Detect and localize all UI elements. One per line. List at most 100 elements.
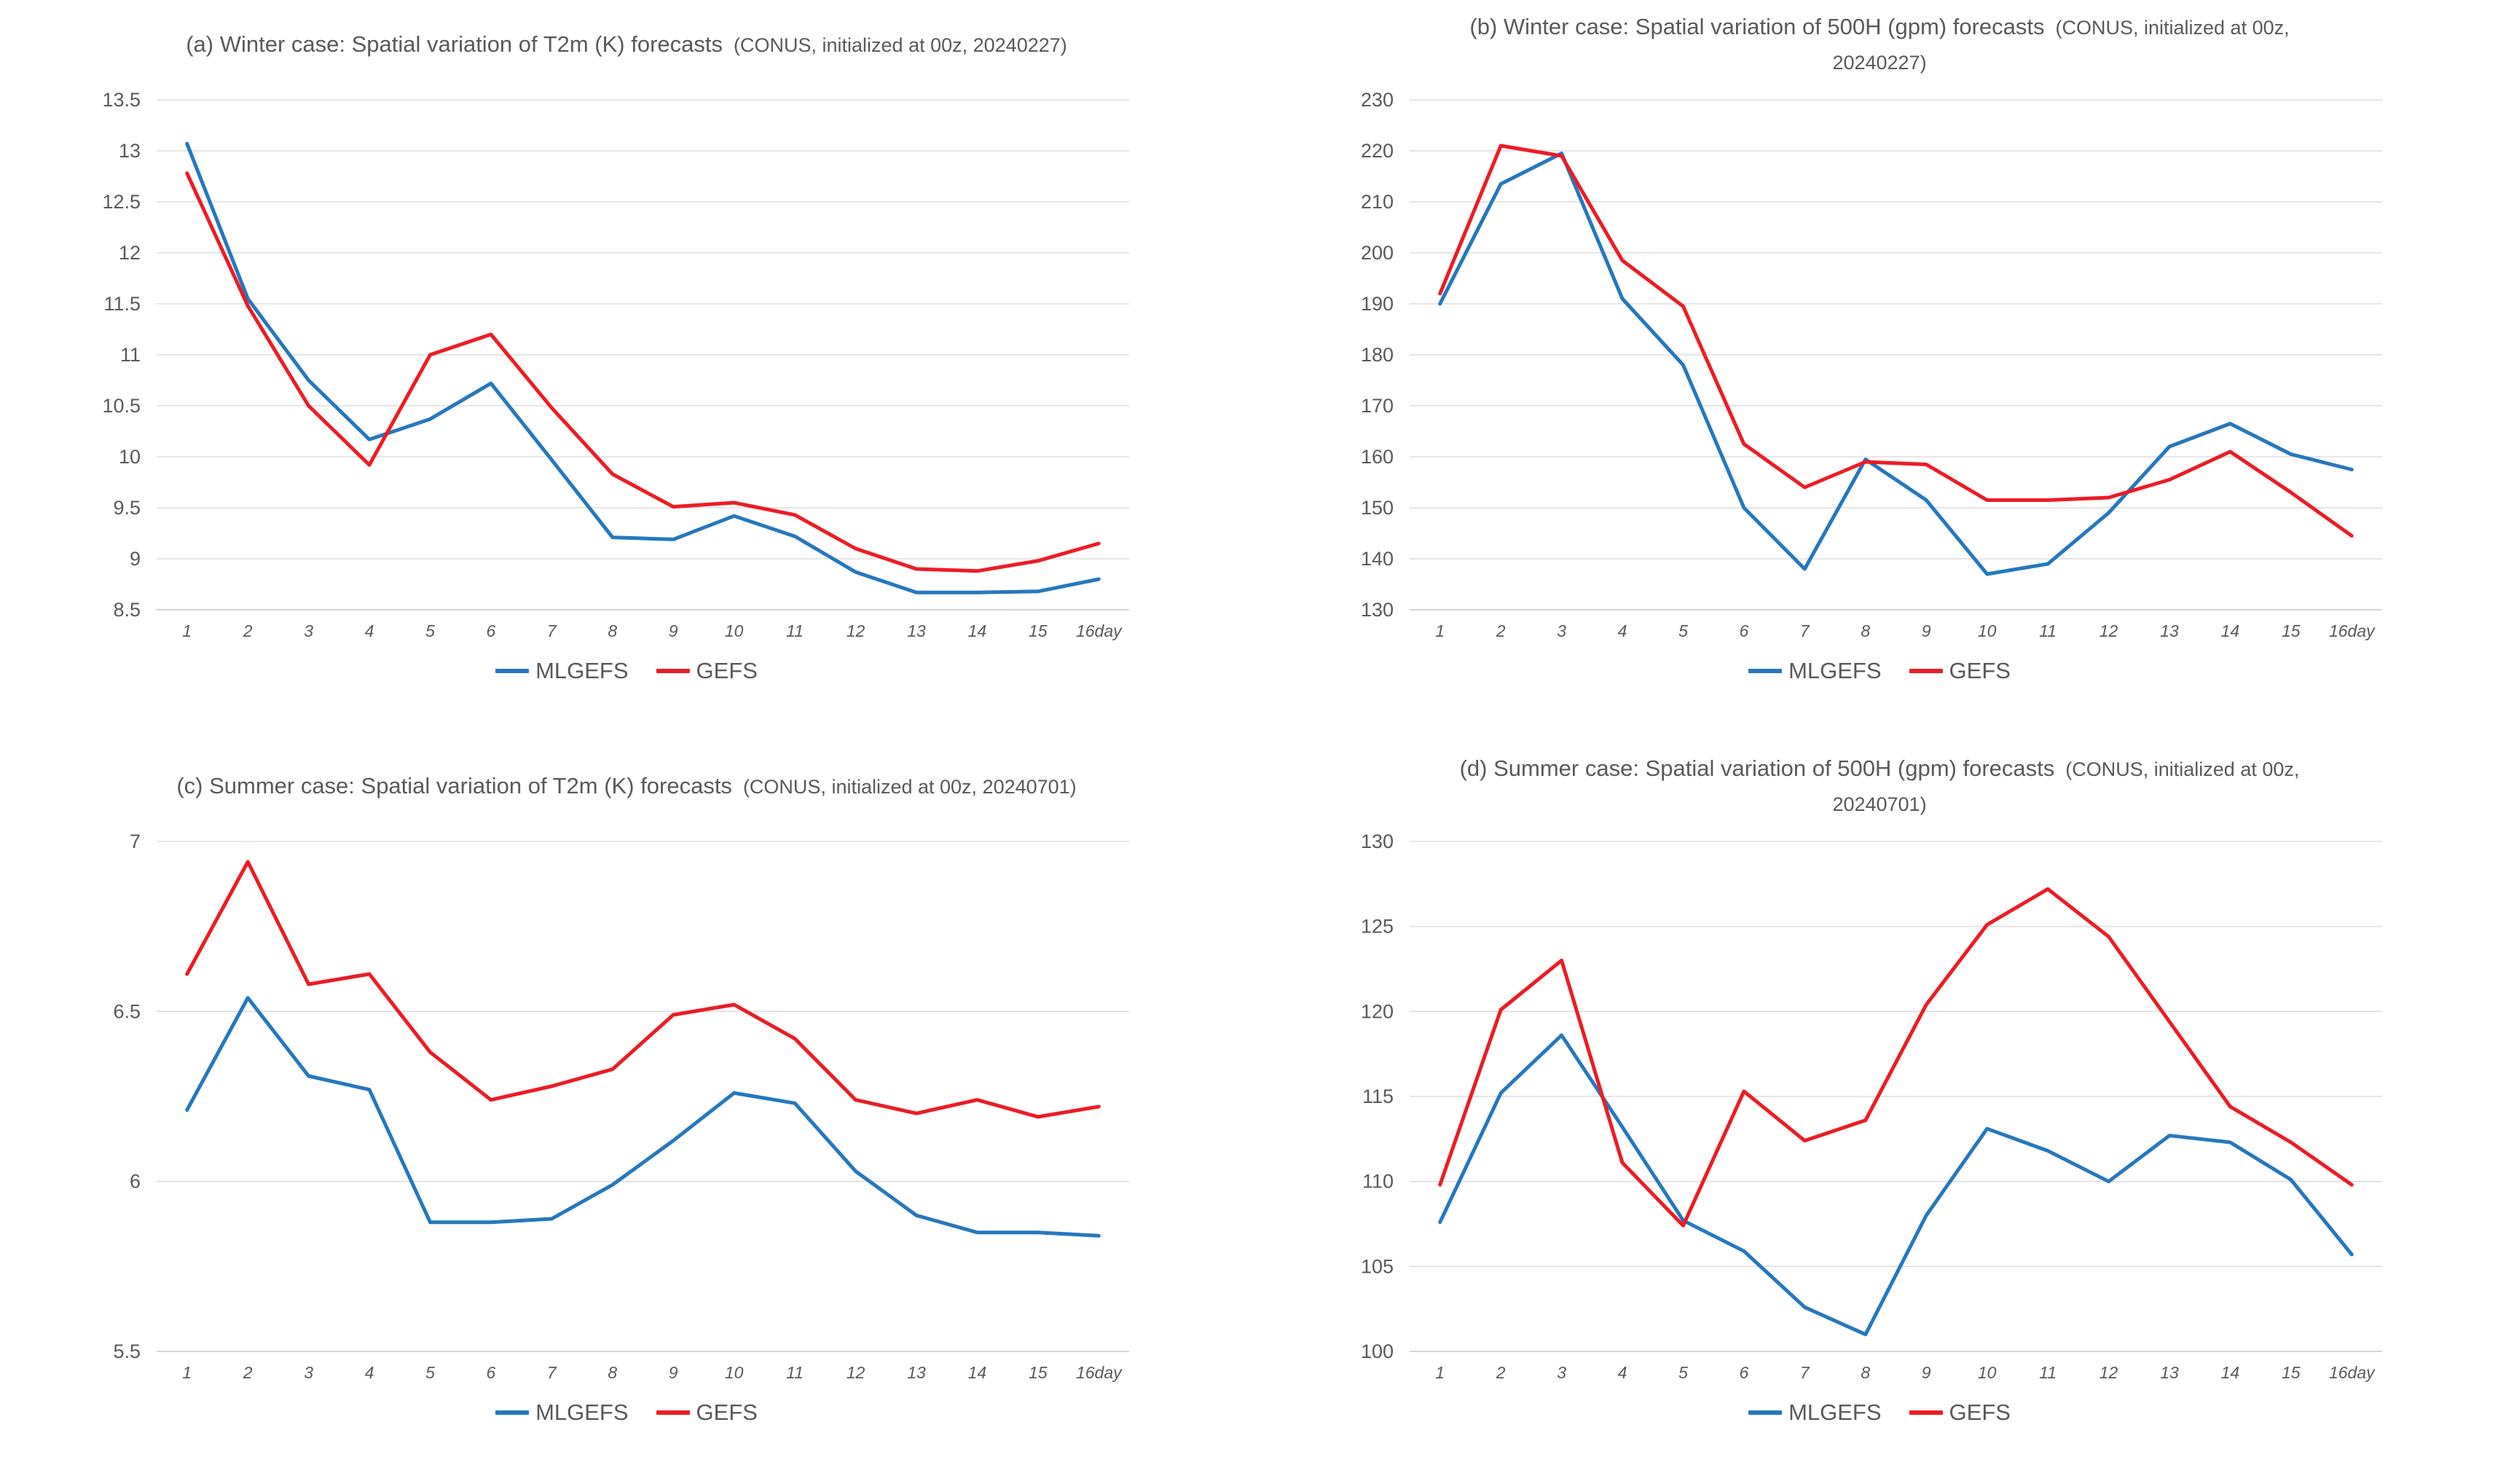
chart-b-y-tick-label: 140 [1361, 548, 1394, 570]
chart-d-title-segment: (d) Summer case: Spatial variation of 50… [1459, 755, 2055, 781]
chart-a-legend-item-gefs: GEFS [656, 658, 758, 684]
chart-a-title-segment: (a) Winter case: Spatial variation of T2… [186, 31, 723, 57]
chart-c-x-tick-label: 4 [365, 1363, 374, 1382]
chart-panel-d: (d) Summer case: Spatial variation of 50… [1253, 742, 2506, 1484]
gefs-legend-dash-icon [656, 1410, 690, 1415]
chart-d-series-mlgefs-line [1438, 1033, 2354, 1337]
chart-b-y-tick-label: 200 [1361, 242, 1394, 264]
chart-c-legend: MLGEFS GEFS [0, 1393, 1253, 1432]
chart-a-x-tick-label: 2 [243, 621, 253, 640]
chart-a-x-tick-label: 8 [608, 621, 617, 640]
chart-b-x-tick-label: 4 [1618, 621, 1627, 640]
chart-b-series-gefs-line [1438, 144, 2354, 538]
chart-a-x-tick-label: 11 [786, 621, 804, 640]
legend-label-mlgefs: MLGEFS [1788, 658, 1882, 683]
chart-panel-a: (a) Winter case: Spatial variation of T2… [0, 0, 1253, 742]
chart-d-y-tick-label: 105 [1361, 1255, 1394, 1277]
chart-d-x-tick-label: 11 [2039, 1363, 2057, 1382]
legend-label-mlgefs: MLGEFS [1788, 1399, 1882, 1425]
chart-d-legend-item-gefs: GEFS [1909, 1399, 2011, 1426]
chart-b-legend: MLGEFS GEFS [1253, 651, 2506, 691]
chart-d-x-tick-label: 1 [1435, 1363, 1445, 1382]
chart-a-x-tick-label: 1 [182, 621, 192, 640]
chart-a-x-tick-label: 5 [425, 621, 435, 640]
chart-c-plot: 76.565.51 2 3 4 5 6 7 8 9 10 11 12 13 14 15 16day [113, 831, 1129, 1382]
mlgefs-legend-dash-icon [1748, 1410, 1783, 1415]
chart-c-x-tick-label: 8 [608, 1363, 617, 1382]
chart-a-x-tick-label: 6 [487, 621, 496, 640]
chart-b-x-tick-label: 11 [2039, 621, 2057, 640]
legend-label-mlgefs: MLGEFS [535, 658, 629, 683]
chart-c-x-tick-label: 2 [243, 1363, 253, 1382]
chart-b-title-line-1: (b) Winter case: Spatial variation of 50… [1469, 9, 2289, 44]
legend-label-mlgefs: MLGEFS [535, 1399, 629, 1425]
chart-d-x-tick-label: 5 [1678, 1363, 1688, 1382]
chart-b-x-tick-label: 9 [1922, 621, 1931, 640]
chart-b-y-tick-label: 150 [1361, 497, 1394, 519]
chart-c-x-tick-label: 10 [725, 1363, 744, 1382]
chart-d-x-tick-label: 3 [1557, 1363, 1566, 1382]
chart-c-title-line-1: (c) Summer case: Spatial variation of T2… [176, 769, 1076, 804]
chart-d-y-tick-label: 110 [1362, 1171, 1394, 1193]
chart-c-y-tick-label: 6 [130, 1171, 141, 1193]
chart-a-x-tick-label: 15 [1029, 621, 1048, 640]
chart-d-y-tick-label: 125 [1361, 916, 1394, 938]
mlgefs-legend-dash-icon [1748, 669, 1783, 673]
chart-a-y-tick-label: 10 [119, 446, 141, 468]
chart-b-title-segment: 20240227) [1832, 52, 1927, 74]
chart-c-x-tick-label: 13 [907, 1363, 926, 1382]
chart-c-x-tick-label: 16day [1076, 1363, 1123, 1382]
chart-d-x-tick-label: 7 [1800, 1363, 1810, 1382]
chart-d-x-tick-label: 4 [1618, 1363, 1627, 1382]
chart-a-y-tick-label: 12.5 [102, 191, 141, 213]
chart-d-y-tick-label: 130 [1361, 831, 1394, 852]
chart-a-x-tick-label: 10 [725, 621, 744, 640]
chart-c-x-tick-label: 6 [487, 1363, 496, 1382]
chart-c-x-tick-label: 5 [425, 1363, 435, 1382]
chart-a-y-tick-label: 11 [120, 344, 141, 366]
chart-c-x-tick-label: 3 [304, 1363, 313, 1382]
chart-b-series-mlgefs-line [1438, 152, 2354, 576]
chart-b-x-tick-label: 5 [1678, 621, 1688, 640]
chart-a-y-tick-label: 12 [119, 242, 141, 264]
chart-d-x-tick-label: 16day [2329, 1363, 2376, 1382]
chart-b-y-tick-label: 180 [1361, 344, 1394, 366]
chart-a-y-tick-label: 9.5 [113, 497, 141, 519]
chart-a-series-gefs-line [185, 171, 1101, 573]
chart-b-y-tick-label: 190 [1361, 293, 1394, 315]
chart-a-title-segment: (CONUS, initialized at 00z, 20240227) [723, 34, 1067, 56]
chart-d-x-tick-label: 9 [1922, 1363, 1931, 1382]
chart-a-series-mlgefs-line [185, 141, 1101, 594]
legend-label-gefs: GEFS [1949, 1399, 2011, 1425]
chart-d-x-tick-label: 2 [1496, 1363, 1506, 1382]
chart-a-y-tick-label: 11.5 [103, 293, 141, 315]
chart-d-y-tick-label: 100 [1361, 1340, 1394, 1362]
chart-b-x-tick-label: 7 [1800, 621, 1810, 640]
chart-c-x-tick-label: 1 [182, 1363, 192, 1382]
chart-d-y-tick-label: 120 [1361, 1000, 1394, 1022]
chart-c-series-mlgefs-line [185, 996, 1101, 1238]
chart-a-x-tick-label: 13 [907, 621, 926, 640]
chart-d-legend-item-mlgefs: MLGEFS [1748, 1399, 1882, 1426]
chart-b-title: (b) Winter case: Spatial variation of 50… [1253, 0, 2506, 89]
chart-c-title-segment: (CONUS, initialized at 00z, 20240701) [731, 775, 1077, 798]
chart-d-title-line-2: 20240701) [1832, 786, 1926, 821]
chart-c-legend-item-mlgefs: MLGEFS [495, 1399, 629, 1426]
legend-label-gefs: GEFS [696, 1399, 758, 1425]
chart-b-legend-item-gefs: GEFS [1909, 658, 2011, 684]
chart-d-x-tick-label: 13 [2160, 1363, 2179, 1382]
chart-c-x-tick-label: 15 [1029, 1363, 1048, 1382]
mlgefs-legend-dash-icon [495, 1410, 530, 1415]
gefs-legend-dash-icon [656, 669, 690, 673]
chart-a-x-tick-label: 16day [1076, 621, 1123, 640]
chart-d-x-tick-label: 8 [1861, 1363, 1870, 1382]
chart-d-title-segment: (CONUS, initialized at 00z, [2054, 758, 2300, 780]
chart-d-x-tick-label: 14 [2221, 1363, 2240, 1382]
chart-c-x-tick-label: 9 [669, 1363, 678, 1382]
gefs-legend-dash-icon [1909, 669, 1943, 673]
chart-b-y-tick-label: 130 [1361, 599, 1394, 621]
chart-d-y-tick-label: 115 [1362, 1085, 1394, 1107]
chart-c-legend-item-gefs: GEFS [656, 1399, 758, 1426]
